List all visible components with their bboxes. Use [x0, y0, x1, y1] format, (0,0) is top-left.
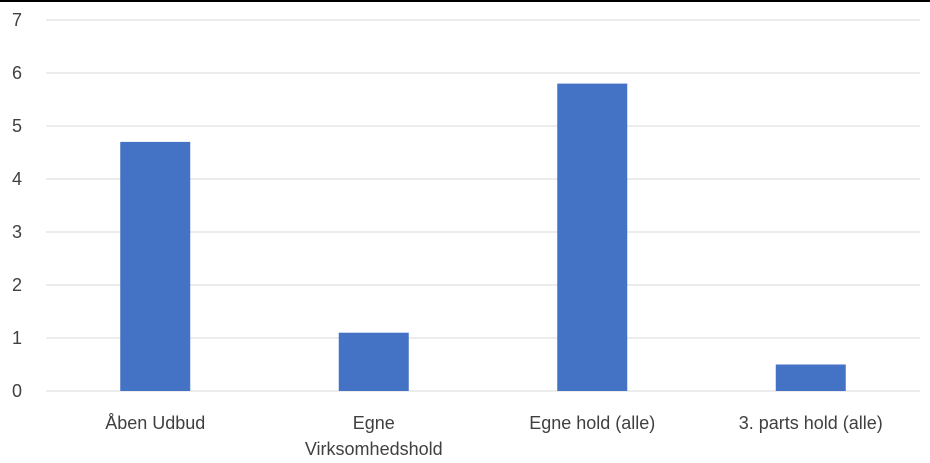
y-tick-label: 7	[12, 10, 22, 30]
bar	[120, 141, 191, 391]
y-tick-label: 5	[12, 116, 22, 136]
y-axis-ticks: 0 1 2 3 4 5 6 7	[12, 10, 22, 401]
x-category-label: Egne hold (alle)	[529, 413, 655, 433]
x-category-label: Åben Udbud	[105, 413, 205, 433]
x-category-label: Egne Virksomhedshold	[305, 413, 443, 459]
bars	[120, 83, 846, 391]
y-tick-label: 3	[12, 222, 22, 242]
bar	[775, 364, 846, 391]
gridlines	[46, 19, 920, 392]
x-axis-categories: Åben Udbud Egne Virksomhedshold Egne hold (…	[105, 413, 883, 459]
y-tick-label: 4	[12, 169, 22, 189]
y-tick-label: 0	[12, 381, 22, 401]
y-tick-label: 2	[12, 275, 22, 295]
bar	[557, 83, 628, 391]
bar	[338, 332, 409, 391]
y-tick-label: 6	[12, 63, 22, 83]
y-tick-label: 1	[12, 328, 22, 348]
x-category-label: 3. parts hold (alle)	[739, 413, 883, 433]
